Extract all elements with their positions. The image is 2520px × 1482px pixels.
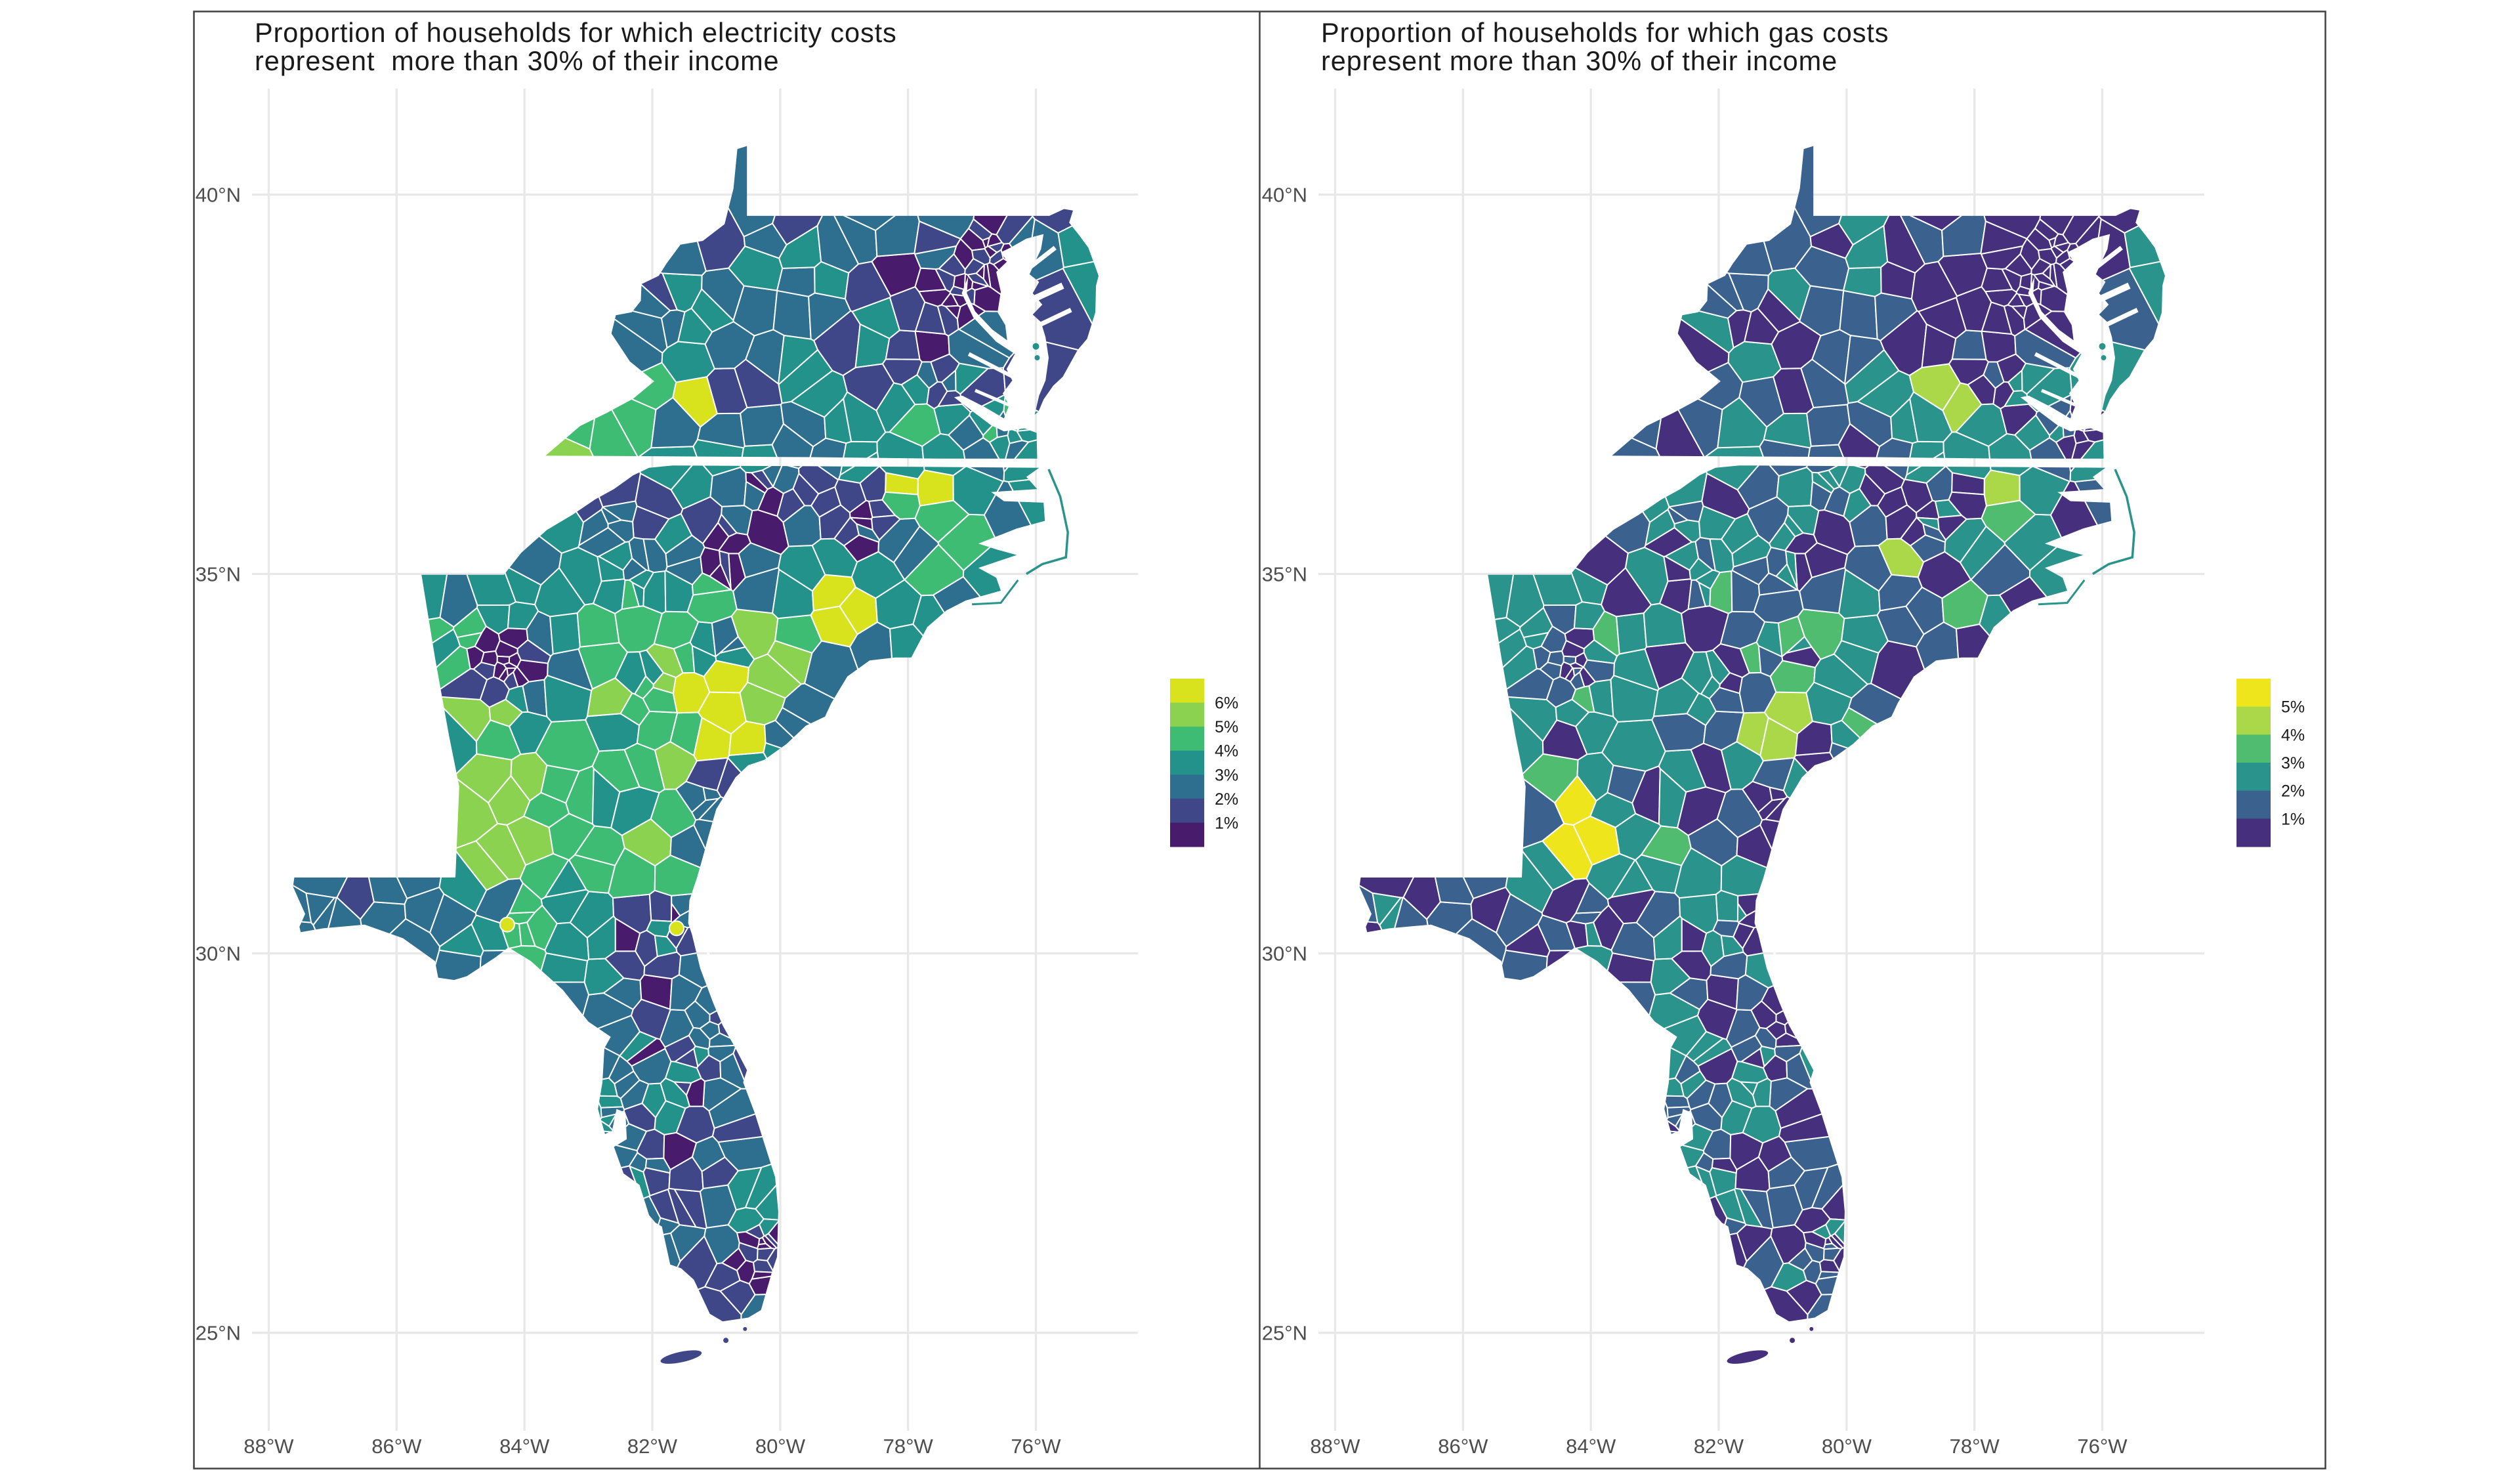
svg-text:1%: 1% bbox=[1215, 814, 1238, 832]
svg-text:25°N: 25°N bbox=[1262, 1322, 1307, 1345]
svg-text:Proportion of households for w: Proportion of households for which elect… bbox=[255, 17, 897, 48]
svg-text:represent more than 30% of th: represent more than 30% of their income bbox=[255, 45, 780, 76]
svg-text:represent more than 30% of the: represent more than 30% of their income bbox=[1321, 45, 1838, 76]
svg-text:84°W: 84°W bbox=[499, 1435, 550, 1458]
svg-text:30°N: 30°N bbox=[1262, 942, 1307, 965]
svg-text:1%: 1% bbox=[2281, 810, 2305, 828]
svg-text:2%: 2% bbox=[1215, 790, 1238, 809]
svg-text:88°W: 88°W bbox=[1310, 1435, 1360, 1458]
svg-text:25°N: 25°N bbox=[196, 1322, 241, 1345]
svg-text:6%: 6% bbox=[1215, 694, 1238, 713]
svg-text:35°N: 35°N bbox=[196, 563, 241, 586]
svg-text:86°W: 86°W bbox=[371, 1435, 422, 1458]
svg-text:40°N: 40°N bbox=[196, 184, 241, 207]
svg-text:80°W: 80°W bbox=[1822, 1435, 1872, 1458]
svg-text:76°W: 76°W bbox=[1011, 1435, 1061, 1458]
svg-text:35°N: 35°N bbox=[1262, 563, 1307, 586]
svg-text:78°W: 78°W bbox=[883, 1435, 934, 1458]
svg-text:3%: 3% bbox=[2281, 754, 2305, 773]
svg-text:4%: 4% bbox=[1215, 742, 1238, 761]
svg-text:4%: 4% bbox=[2281, 726, 2305, 744]
svg-text:40°N: 40°N bbox=[1262, 184, 1307, 207]
svg-text:2%: 2% bbox=[2281, 782, 2305, 801]
svg-text:86°W: 86°W bbox=[1438, 1435, 1488, 1458]
svg-text:88°W: 88°W bbox=[243, 1435, 294, 1458]
svg-text:3%: 3% bbox=[1215, 766, 1238, 784]
svg-text:5%: 5% bbox=[2281, 698, 2305, 717]
svg-text:5%: 5% bbox=[1215, 718, 1238, 736]
svg-text:80°W: 80°W bbox=[755, 1435, 806, 1458]
svg-text:30°N: 30°N bbox=[196, 942, 241, 965]
svg-text:84°W: 84°W bbox=[1566, 1435, 1616, 1458]
svg-text:78°W: 78°W bbox=[1950, 1435, 2000, 1458]
svg-text:Proportion of households for w: Proportion of households for which gas c… bbox=[1321, 17, 1889, 48]
svg-text:82°W: 82°W bbox=[1694, 1435, 1744, 1458]
svg-text:76°W: 76°W bbox=[2077, 1435, 2128, 1458]
svg-text:82°W: 82°W bbox=[627, 1435, 678, 1458]
